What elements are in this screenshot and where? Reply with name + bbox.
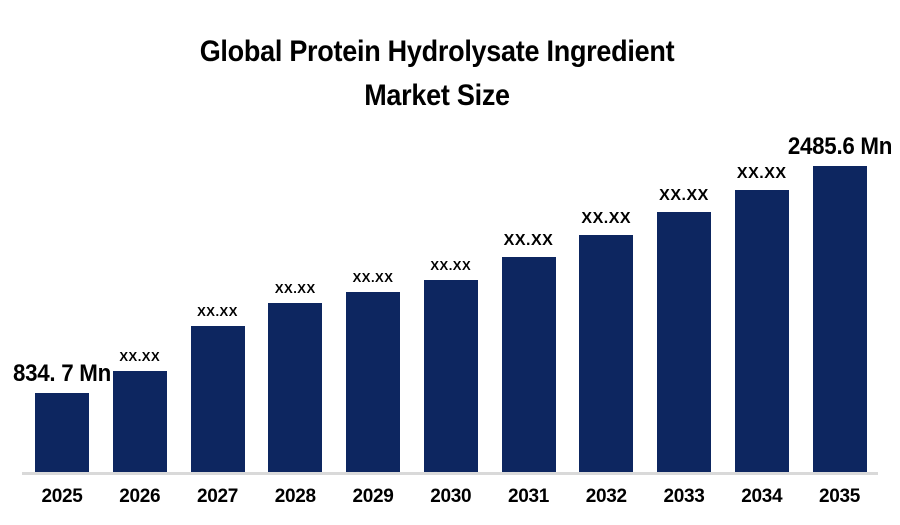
bar-2034: XX.XX	[734, 165, 789, 472]
value-label-2025: 834. 7 Mn	[13, 360, 111, 387]
bar-2030: XX.XX	[423, 258, 478, 472]
value-label-2028: XX.XX	[274, 281, 316, 296]
value-label-2029: XX.XX	[352, 270, 394, 285]
bar-2031: XX.XX	[501, 232, 556, 472]
x-axis-line	[22, 472, 878, 475]
chart-title-line2: Market Size	[364, 79, 510, 112]
value-label-2035: 2485.6 Mn	[787, 133, 892, 160]
value-label-2031: XX.XX	[503, 232, 554, 249]
bar-2033: XX.XX	[657, 187, 711, 472]
value-label-2034: XX.XX	[736, 165, 787, 182]
bar-2027: XX.XX	[190, 304, 245, 472]
bar-2029: XX.XX	[346, 270, 400, 472]
value-label-2026: XX.XX	[119, 349, 161, 364]
bar-2025: 834. 7 Mn	[13, 360, 111, 472]
x-tick-2029: 2029	[352, 486, 394, 507]
value-label-2027: XX.XX	[197, 304, 238, 319]
bar-2032: XX.XX	[579, 210, 634, 472]
x-tick-2033: 2033	[663, 486, 705, 507]
x-tick-2031: 2031	[507, 486, 550, 507]
x-tick-2027: 2027	[196, 486, 239, 507]
x-tick-2025: 2025	[41, 486, 83, 507]
value-label-2033: XX.XX	[659, 187, 709, 204]
x-axis-labels: 2025 2026 2027 2028 2029 2030 2031 2032 2033 2034…	[0, 486, 900, 510]
value-label-2032: XX.XX	[581, 210, 632, 227]
bar-2026: XX.XX	[112, 349, 167, 472]
x-tick-2035: 2035	[818, 486, 861, 507]
x-tick-2030: 2030	[430, 486, 472, 507]
chart-title-line1: Global Protein Hydrolysate Ingredient	[199, 35, 675, 68]
x-tick-2026: 2026	[119, 486, 161, 507]
bar-2028: XX.XX	[268, 281, 323, 472]
x-tick-2032: 2032	[585, 486, 627, 507]
value-label-2030: XX.XX	[430, 258, 472, 273]
chart-title: Global Protein Hydrolysate Ingredient Ma…	[44, 30, 831, 118]
x-tick-2028: 2028	[274, 486, 316, 507]
bar-2035: 2485.6 Mn	[787, 133, 892, 472]
x-tick-2034: 2034	[741, 486, 783, 507]
